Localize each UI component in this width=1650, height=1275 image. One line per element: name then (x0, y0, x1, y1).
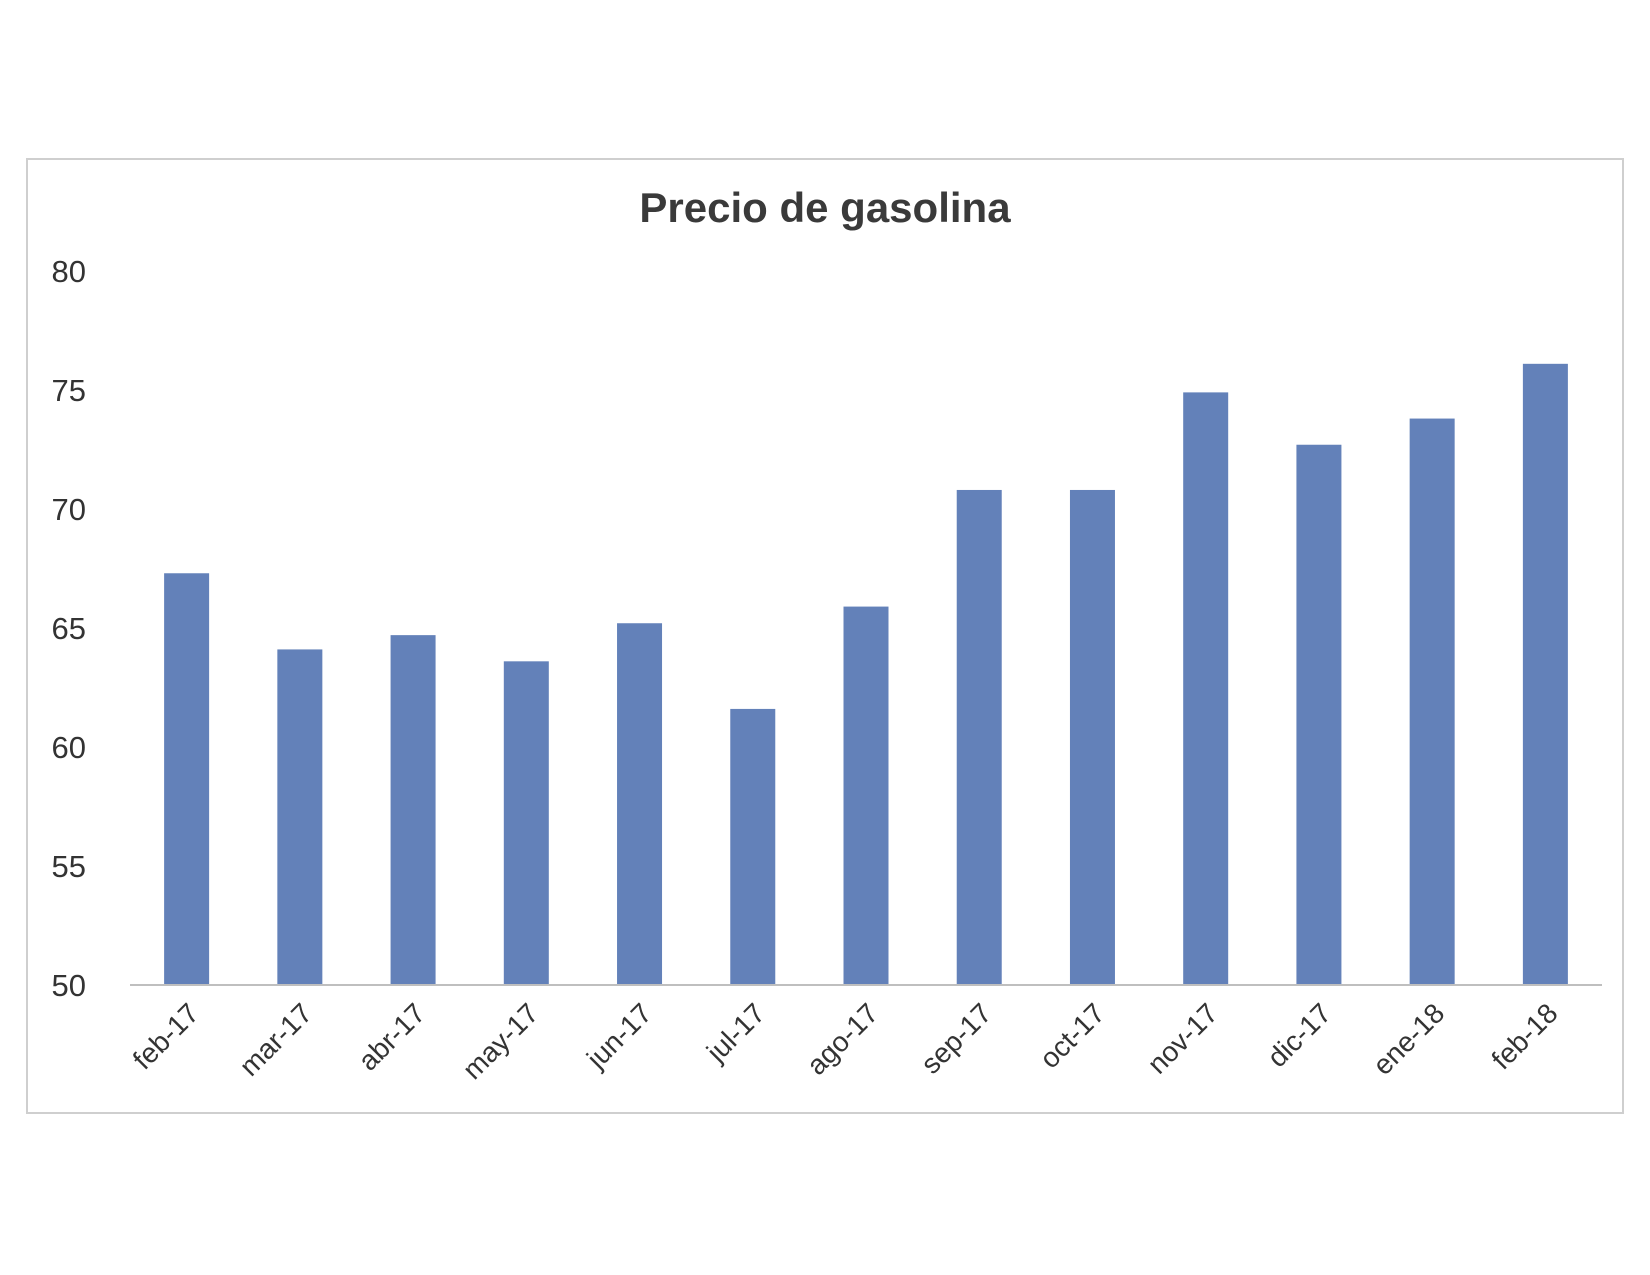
bar-ago-17 (843, 606, 889, 985)
x-tick-label: nov-17 (1141, 997, 1223, 1079)
y-tick-label: 55 (52, 849, 86, 884)
x-tick-label: mar-17 (233, 997, 318, 1082)
y-tick-label: 65 (52, 611, 86, 646)
bar-abr-17 (390, 635, 436, 985)
x-tick-label: sep-17 (915, 997, 997, 1079)
x-tick-label: oct-17 (1034, 997, 1111, 1074)
bar-jul-17 (730, 708, 776, 985)
bar-may-17 (503, 661, 549, 985)
x-tick-label: jul-17 (700, 997, 771, 1068)
bar-jun-17 (617, 623, 663, 985)
x-tick-label: jun-17 (580, 997, 658, 1075)
x-tick-label: ene-18 (1367, 997, 1451, 1081)
x-tick-label: ago-17 (801, 997, 885, 1081)
y-tick-label: 70 (52, 492, 86, 527)
x-tick-label: feb-18 (1486, 997, 1564, 1075)
x-tick-label: feb-17 (127, 997, 205, 1075)
y-tick-label: 60 (52, 730, 86, 765)
bar-sep-17 (956, 489, 1002, 985)
bar-feb-17 (164, 573, 210, 985)
bar-nov-17 (1183, 392, 1229, 985)
bar-feb-18 (1522, 363, 1568, 985)
y-tick-label: 75 (52, 373, 86, 408)
x-tick-label: abr-17 (352, 997, 431, 1076)
bar-oct-17 (1069, 489, 1115, 985)
x-axis-ticks: feb-17 mar-17 abr-17 may-17 jun-17 jul-17 ago-… (127, 997, 1564, 1085)
y-tick-label: 80 (52, 254, 86, 289)
bar-mar-17 (277, 649, 323, 985)
y-axis-ticks: 50 55 60 65 70 75 80 (52, 254, 86, 1003)
x-tick-label: may-17 (457, 997, 545, 1085)
y-tick-label: 50 (52, 968, 86, 1003)
bars (164, 363, 1568, 985)
bar-ene-18 (1409, 418, 1455, 985)
bar-dic-17 (1296, 444, 1342, 985)
chart-title: Precio de gasolina (639, 184, 1011, 231)
x-tick-label: dic-17 (1261, 997, 1337, 1073)
